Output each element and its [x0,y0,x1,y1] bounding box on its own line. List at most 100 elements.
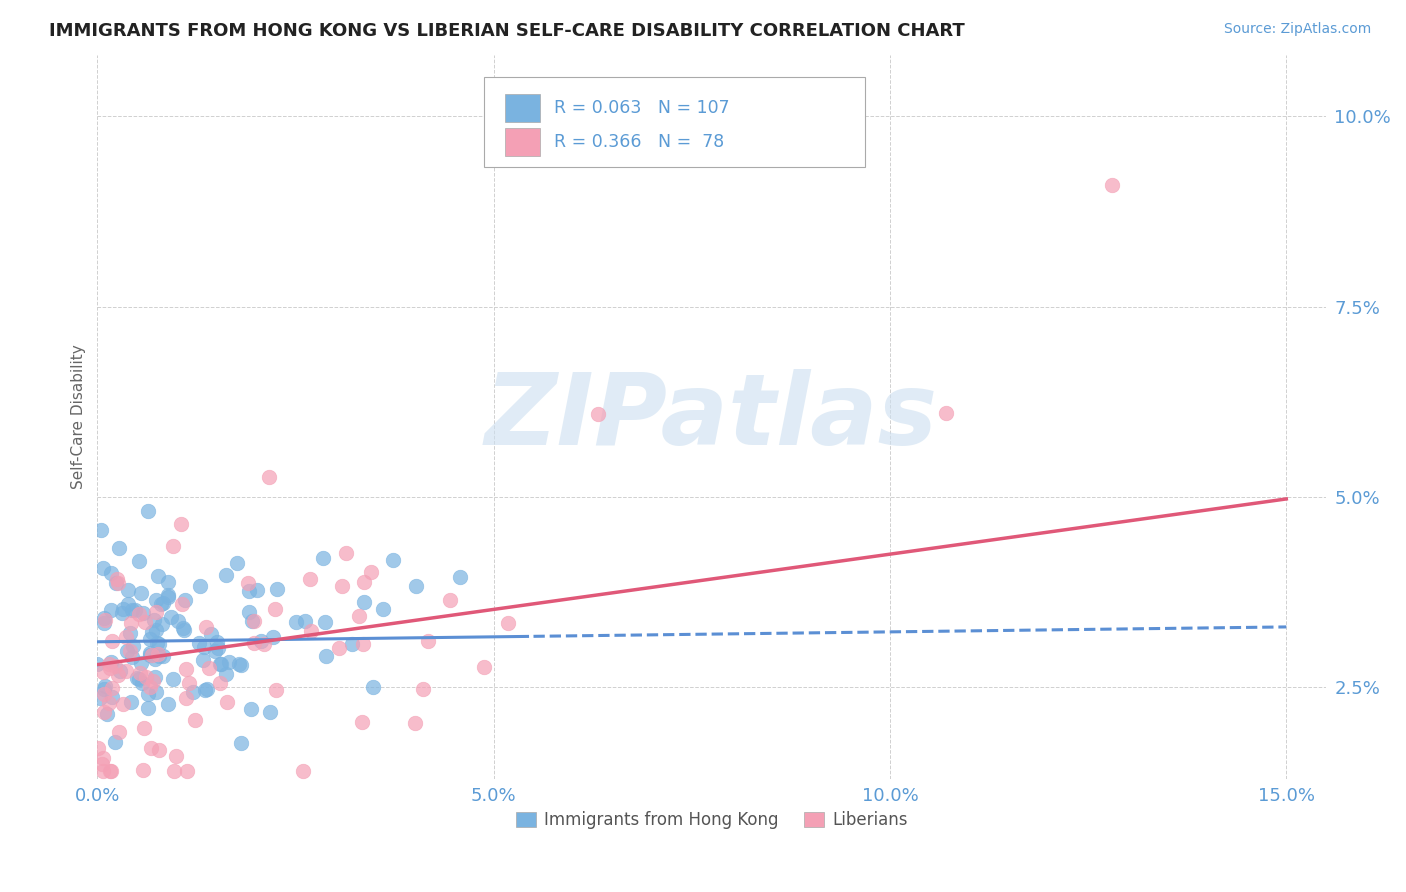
Point [139,741,162,756]
Point [160,610,183,624]
Point [188,636,211,650]
Point [115,644,138,658]
Point [195,682,218,697]
Point [131,656,153,670]
Point [299,624,322,638]
Point [472,660,495,674]
Point [100,566,122,581]
Point [139,632,162,647]
Point [117,582,139,597]
Point [200,626,222,640]
Point [93,613,115,627]
Point [209,675,232,690]
Point [340,637,363,651]
Text: R = 0.063   N = 107: R = 0.063 N = 107 [554,99,730,117]
Point [93,687,115,701]
Point [100,655,122,669]
Point [174,662,197,676]
Point [188,579,211,593]
Point [262,630,284,644]
Point [108,664,131,678]
Point [118,626,141,640]
Point [218,655,240,669]
Point [98,764,121,779]
Point [115,664,138,678]
Point [170,597,193,611]
Point [449,570,471,584]
Point [240,614,263,628]
Point [89,690,111,705]
Point [404,715,426,730]
Point [142,614,165,628]
Point [136,687,159,701]
Point [156,588,179,602]
Point [91,756,114,771]
Point [141,624,163,639]
Point [163,764,186,779]
Point [145,623,167,637]
Point [257,470,280,484]
Point [142,673,165,688]
Point [215,567,238,582]
Point [152,596,174,610]
Point [87,740,110,755]
Point [120,695,142,709]
Point [131,763,153,777]
Point [207,635,229,649]
Point [353,574,375,589]
Text: Source: ZipAtlas.com: Source: ZipAtlas.com [1223,22,1371,37]
Point [152,648,174,663]
Point [132,606,155,620]
Point [146,647,169,661]
Text: R = 0.366   N =  78: R = 0.366 N = 78 [554,133,724,151]
Point [243,614,266,628]
Point [134,721,156,735]
FancyBboxPatch shape [505,94,540,122]
Point [215,666,238,681]
Point [139,681,162,695]
Point [93,705,115,719]
Point [173,624,195,638]
Point [105,576,128,591]
Point [347,609,370,624]
Point [225,557,247,571]
Point [162,672,184,686]
Point [184,714,207,728]
Point [107,667,129,681]
Point [103,659,125,673]
Point [128,607,150,621]
Point [146,568,169,582]
FancyBboxPatch shape [484,77,865,168]
Point [299,572,322,586]
Point [181,685,204,699]
Point [145,605,167,619]
Point [121,650,143,665]
Point [98,661,121,675]
Point [134,615,156,629]
Point [353,595,375,609]
Point [194,682,217,697]
Point [363,680,385,694]
Point [148,648,170,663]
Point [335,546,357,560]
Point [143,670,166,684]
Point [94,679,117,693]
Point [315,648,337,663]
Point [107,576,129,591]
Point [138,646,160,660]
Point [136,504,159,518]
Point [156,575,179,590]
Point [112,697,135,711]
Point [97,657,120,671]
Point [120,615,142,630]
Point [193,640,215,654]
Point [156,697,179,711]
Point [217,695,239,709]
Point [122,639,145,653]
Point [90,523,112,537]
Point [97,696,120,710]
Point [101,681,124,696]
Point [314,615,336,629]
Point [238,605,260,619]
Point [239,702,262,716]
